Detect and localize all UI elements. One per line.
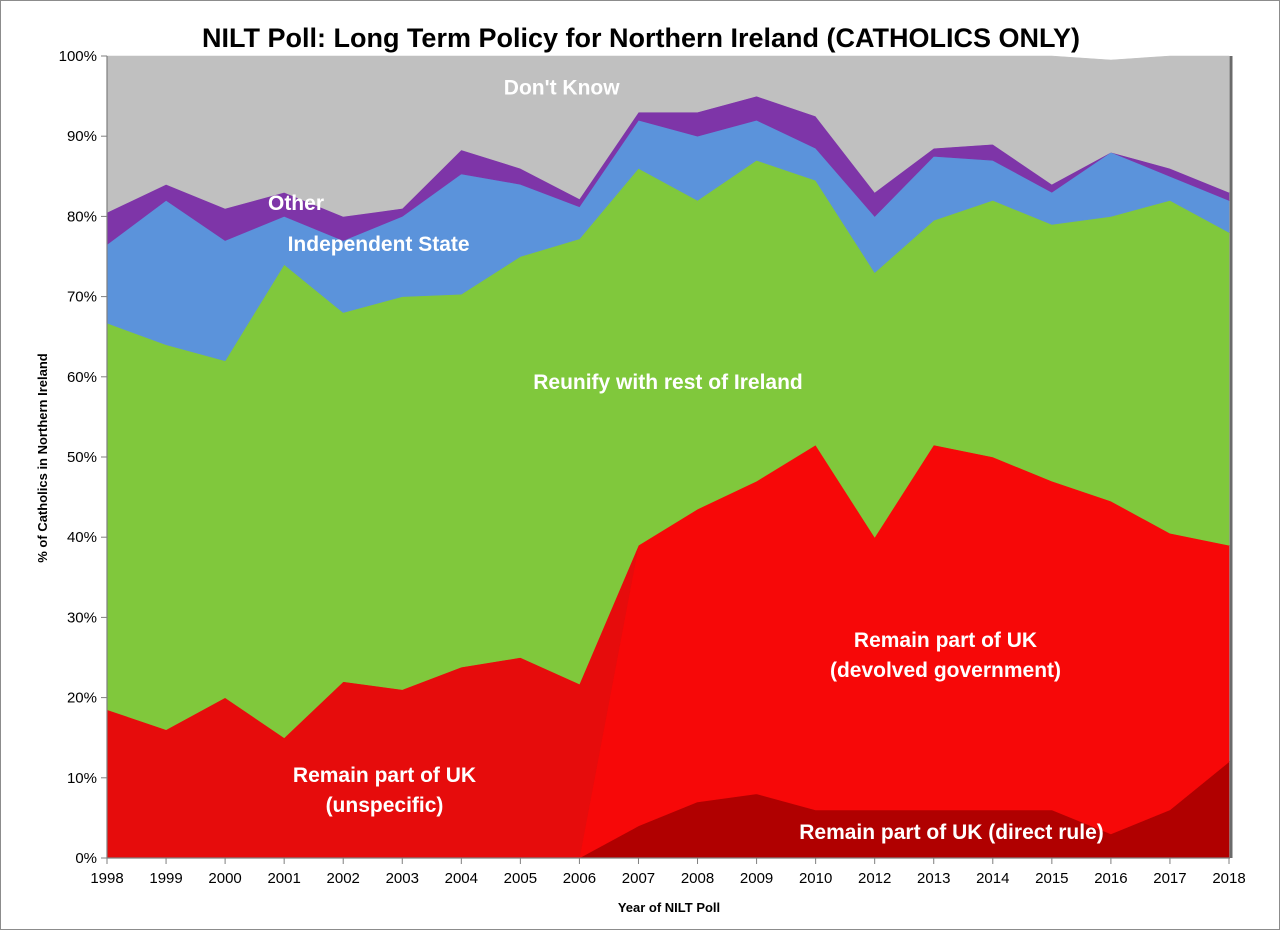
x-tick-label: 2004 — [445, 870, 478, 887]
area-label-remain-part-of-uk-unspecific: (unspecific) — [326, 794, 444, 817]
y-tick-label: 0% — [75, 850, 97, 867]
x-tick-label: 2003 — [386, 870, 419, 887]
x-tick-label: 2002 — [327, 870, 360, 887]
x-tick-label: 2016 — [1094, 870, 1127, 887]
plot-areas — [106, 55, 1230, 859]
x-tick-label: 1999 — [149, 870, 182, 887]
chart-axes — [101, 55, 1233, 864]
y-tick-label: 30% — [67, 609, 97, 626]
x-tick-label: 2018 — [1212, 870, 1245, 887]
x-tick-label: 2007 — [622, 870, 655, 887]
x-axis-label: Year of NILT Poll — [618, 900, 720, 915]
tick-labels: 0% 10% 20% 30% 40% 50% 60% 70% 80% 90% 100% 1998 199… — [59, 48, 1246, 887]
area-label-reunify-with-rest-of-ireland: Reunify with rest of Ireland — [533, 371, 803, 394]
y-tick-label: 10% — [67, 770, 97, 787]
y-tick-label: 40% — [67, 529, 97, 546]
y-axis-label: % of Catholics in Northern Ireland — [35, 353, 50, 563]
y-tick-label: 70% — [67, 289, 97, 306]
area-label-remain-part-of-uk-devolved-government: (devolved government) — [830, 659, 1061, 682]
y-tick-label: 80% — [67, 208, 97, 225]
x-tick-label: 2013 — [917, 870, 950, 887]
x-tick-label: 2015 — [1035, 870, 1068, 887]
y-tick-label: 100% — [59, 48, 97, 65]
chart-title: NILT Poll: Long Term Policy for Northern… — [202, 23, 1080, 53]
y-tick-label: 20% — [67, 690, 97, 707]
area-label-remain-part-of-uk-direct-rule: Remain part of UK (direct rule) — [799, 821, 1104, 844]
x-tick-label: 2012 — [858, 870, 891, 887]
x-tick-label: 2005 — [504, 870, 537, 887]
area-label-remain-part-of-uk-devolved-government: Remain part of UK — [854, 629, 1037, 652]
x-tick-label: 2006 — [563, 870, 596, 887]
area-labels: Don't Know Other Independent State Reunify … — [268, 77, 1104, 844]
y-tick-label: 60% — [67, 369, 97, 386]
x-tick-label: 1998 — [90, 870, 123, 887]
x-tick-label: 2000 — [208, 870, 241, 887]
y-tick-label: 90% — [67, 128, 97, 145]
y-tick-label: 50% — [67, 449, 97, 466]
x-tick-label: 2008 — [681, 870, 714, 887]
x-tick-label: 2017 — [1153, 870, 1186, 887]
area-label-independent-state: Independent State — [288, 233, 470, 256]
area-label-other: Other — [268, 192, 324, 215]
x-tick-label: 2014 — [976, 870, 1009, 887]
area-label-don-t-know: Don't Know — [504, 77, 620, 100]
x-tick-label: 2001 — [267, 870, 300, 887]
area-don-t-know — [106, 55, 1230, 217]
x-tick-label: 2010 — [799, 870, 832, 887]
x-tick-label: 2009 — [740, 870, 773, 887]
area-label-remain-part-of-uk-unspecific: Remain part of UK — [293, 764, 476, 787]
